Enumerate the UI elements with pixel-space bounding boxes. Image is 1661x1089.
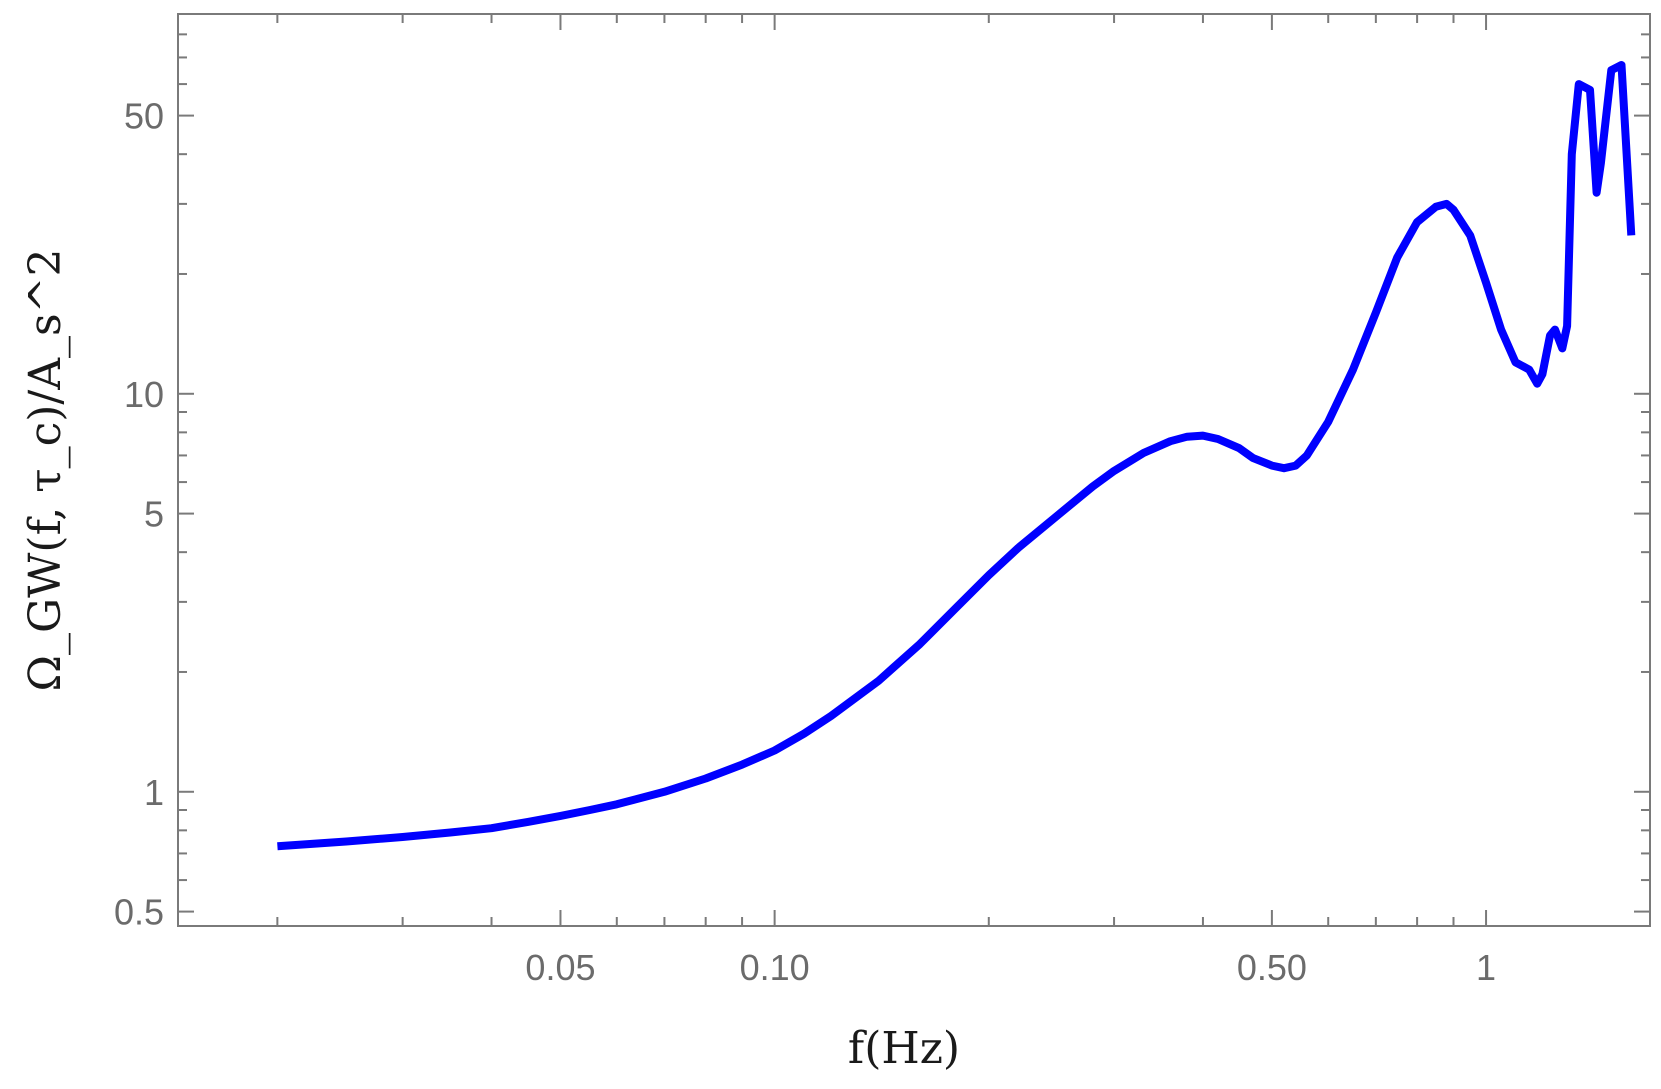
y-ticks: 0.5 1 5 10 50 bbox=[114, 33, 1650, 933]
y-tick-label: 50 bbox=[124, 96, 164, 137]
x-tick-label: 0.10 bbox=[740, 947, 810, 988]
y-tick-label: 1 bbox=[144, 772, 164, 813]
x-tick-label: 0.50 bbox=[1237, 947, 1307, 988]
y-tick-label: 10 bbox=[124, 374, 164, 415]
y-tick-label: 5 bbox=[144, 494, 164, 535]
x-tick-label: 1 bbox=[1476, 947, 1496, 988]
y-axis-title: Ω_GW(f, τ_c)/A_s^2 bbox=[20, 249, 71, 692]
x-axis-title: f(Hz) bbox=[848, 1023, 960, 1074]
series-line bbox=[277, 61, 1636, 851]
x-ticks: 0.05 0.10 0.50 1 bbox=[276, 14, 1496, 988]
plot-frame bbox=[177, 13, 1651, 927]
x-tick-label: 0.05 bbox=[525, 947, 595, 988]
y-tick-label: 0.5 bbox=[114, 892, 164, 933]
